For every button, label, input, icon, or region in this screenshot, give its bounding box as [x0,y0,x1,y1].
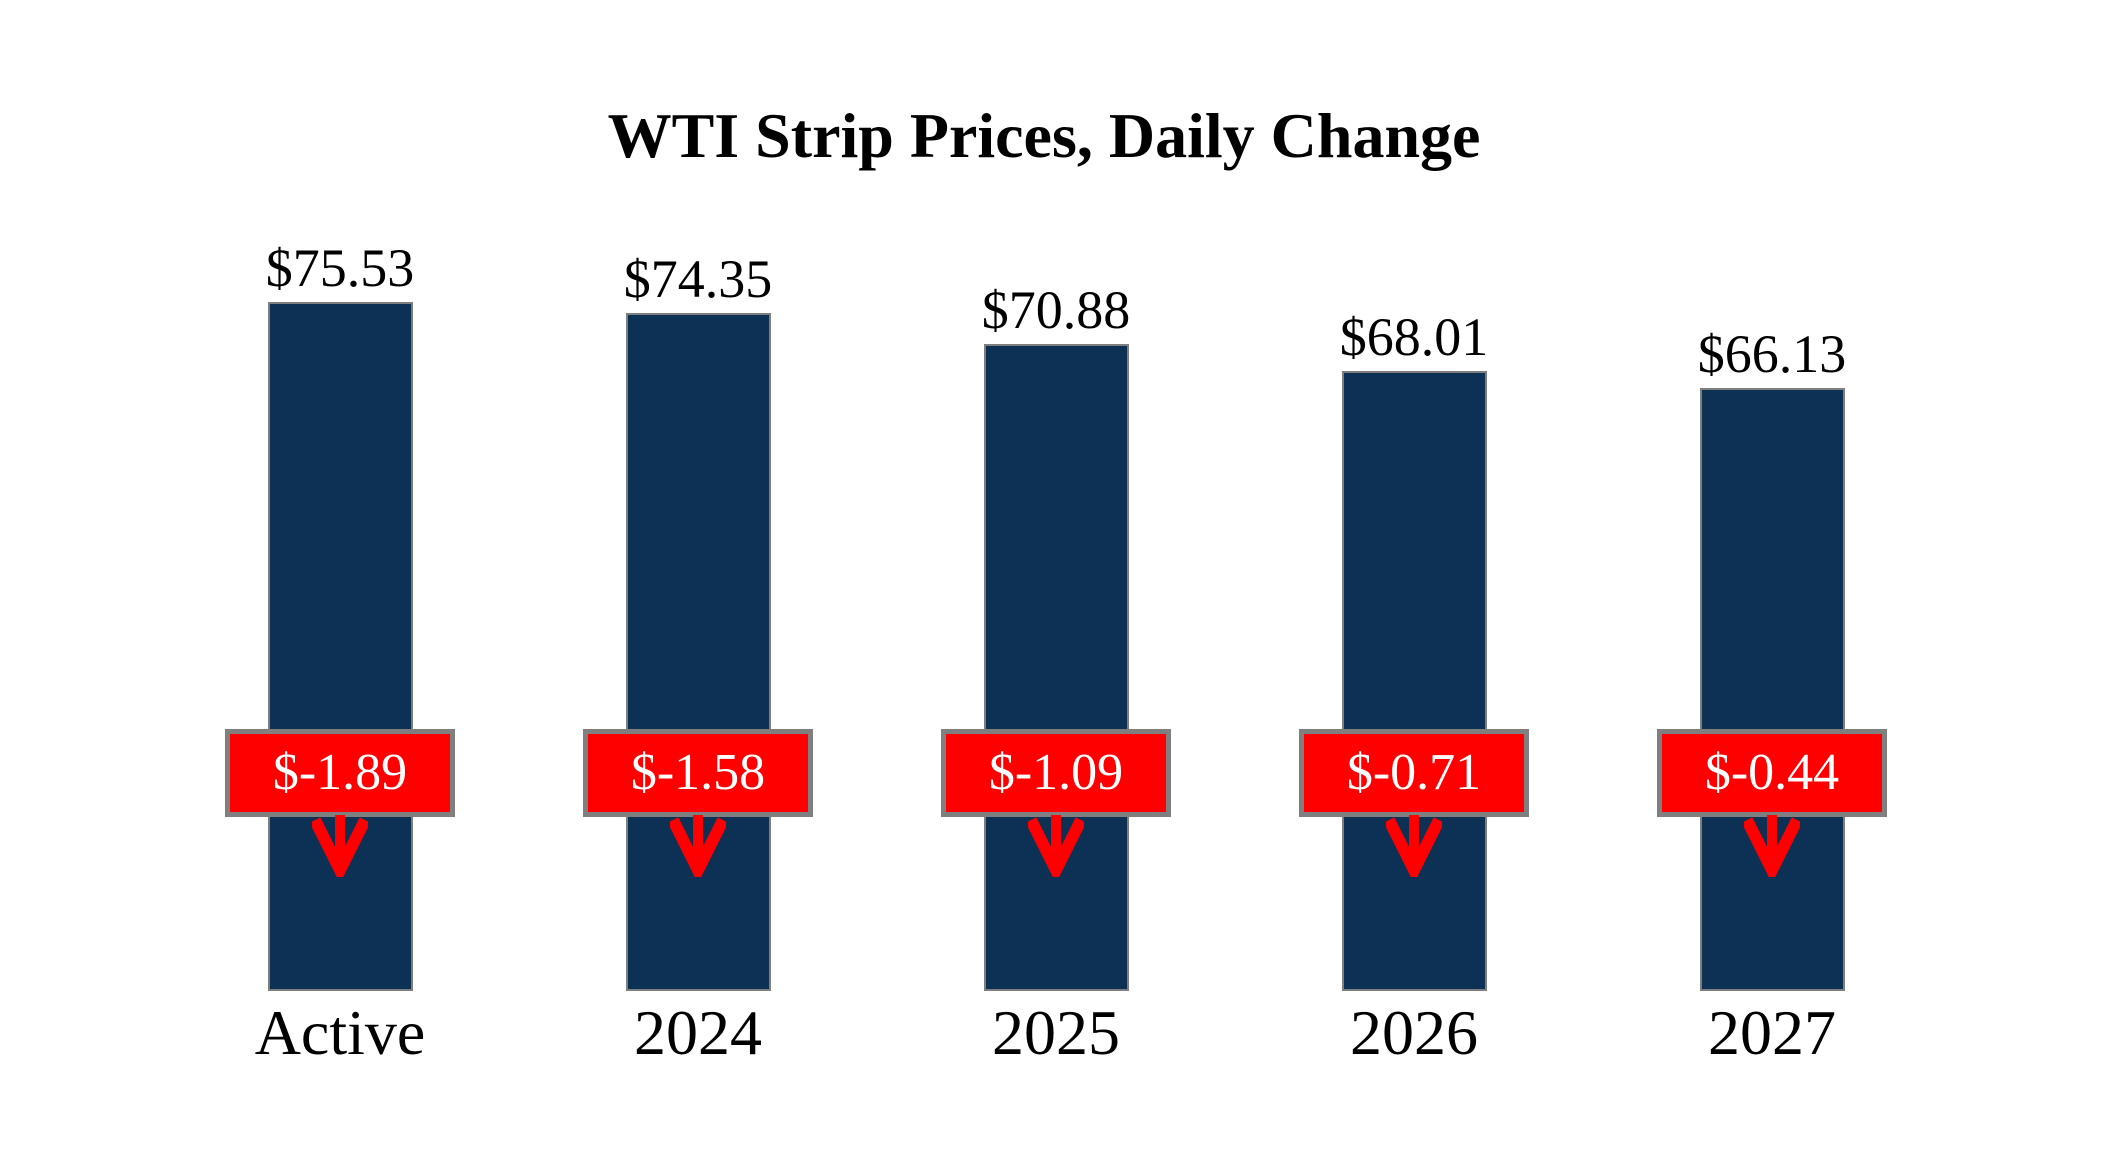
price-bar [1341,371,1487,991]
axis-label: 2026 [1350,997,1478,1068]
price-bar [267,302,413,991]
value-label: $66.13 [1697,324,1847,384]
axis-label: Active [254,997,426,1068]
axis-label: 2024 [634,997,762,1068]
price-bar [983,344,1129,991]
down-arrow-icon [1383,815,1445,884]
down-arrow-icon [309,815,371,884]
value-label: $75.53 [265,238,415,298]
down-arrow-icon [1025,815,1087,884]
chart-title: WTI Strip Prices, Daily Change [607,100,1481,171]
change-badge: $-0.44 [1657,729,1887,817]
change-badge: $-1.89 [225,729,455,817]
down-arrow-icon [667,815,729,884]
price-bar [1699,388,1845,991]
axis-label: 2027 [1708,997,1836,1068]
change-badge: $-1.58 [583,729,813,817]
value-label: $74.35 [623,249,773,309]
value-label: $70.88 [981,280,1131,340]
value-label: $68.01 [1339,307,1489,367]
change-badge: $-1.09 [941,729,1171,817]
down-arrow-icon [1741,815,1803,884]
price-bar [625,313,771,991]
axis-label: 2025 [992,997,1120,1068]
change-badge: $-0.71 [1299,729,1529,817]
